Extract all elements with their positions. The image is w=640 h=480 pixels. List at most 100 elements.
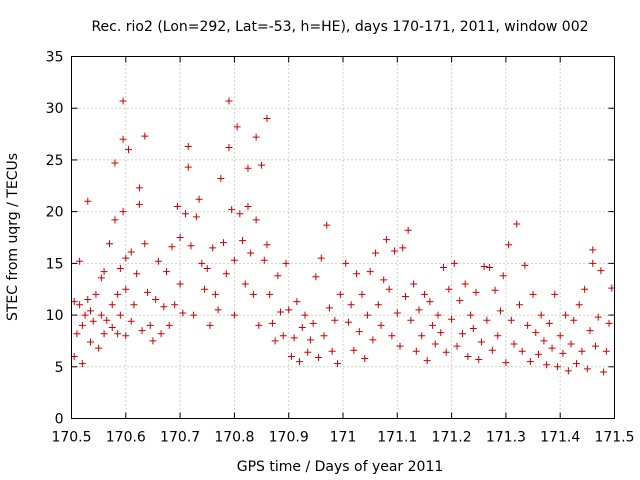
data-point	[211, 290, 219, 298]
data-point	[141, 240, 149, 248]
data-point	[87, 307, 95, 315]
data-point	[119, 97, 127, 105]
data-point	[464, 352, 472, 360]
data-point	[502, 359, 510, 367]
data-point	[325, 304, 333, 312]
data-point	[287, 352, 295, 360]
data-point	[87, 338, 95, 346]
data-point	[396, 342, 404, 350]
data-point	[442, 348, 450, 356]
data-point	[540, 337, 548, 345]
data-point	[149, 337, 157, 345]
x-tick-label: 171	[330, 430, 357, 446]
data-point	[111, 159, 119, 167]
data-point	[420, 290, 428, 298]
data-point	[461, 280, 469, 288]
data-point	[119, 208, 127, 216]
data-point	[100, 268, 108, 276]
data-point	[268, 319, 276, 327]
data-point	[293, 298, 301, 306]
data-point	[393, 309, 401, 317]
data-point	[125, 146, 133, 154]
data-point	[144, 288, 152, 296]
data-point	[260, 256, 268, 264]
data-point	[529, 290, 537, 298]
data-point	[605, 319, 613, 327]
data-point	[372, 249, 380, 257]
x-tick-label: 171.3	[486, 430, 526, 446]
data-point	[488, 346, 496, 354]
data-point	[97, 311, 105, 319]
data-point	[266, 290, 274, 298]
x-tick-label: 170.5	[51, 430, 91, 446]
data-point	[241, 280, 249, 288]
x-axis-label: GPS time / Days of year 2011	[237, 459, 444, 475]
data-point	[426, 298, 434, 306]
data-point	[152, 296, 160, 304]
data-point	[515, 301, 523, 309]
data-points	[70, 97, 616, 376]
data-point	[271, 337, 279, 345]
data-point	[315, 353, 323, 361]
data-point	[122, 285, 130, 293]
data-point	[179, 309, 187, 317]
x-tick-label: 171.2	[432, 430, 472, 446]
data-point	[165, 321, 173, 329]
data-point	[491, 286, 499, 294]
data-point	[591, 342, 599, 350]
data-point	[334, 360, 342, 368]
data-point	[570, 316, 578, 324]
data-point	[602, 347, 610, 355]
data-point	[184, 142, 192, 150]
x-tick-label: 171.4	[540, 430, 580, 446]
data-point	[496, 307, 504, 315]
data-point	[524, 321, 532, 329]
data-point	[545, 319, 553, 327]
data-point	[551, 290, 559, 298]
data-point	[526, 358, 534, 366]
data-point	[76, 257, 84, 265]
data-point	[399, 244, 407, 252]
data-point	[350, 346, 358, 354]
data-point	[483, 316, 491, 324]
data-point	[81, 311, 89, 319]
data-point	[320, 332, 328, 340]
data-point	[198, 259, 206, 267]
data-point	[236, 210, 244, 218]
data-point	[380, 276, 388, 284]
y-tick-label: 35	[46, 50, 64, 66]
data-point	[467, 311, 475, 319]
data-point	[108, 301, 116, 309]
data-point	[450, 259, 458, 267]
data-point	[583, 365, 591, 373]
data-point	[217, 175, 225, 183]
data-point	[214, 306, 222, 314]
data-point	[285, 306, 293, 314]
data-point	[572, 360, 580, 368]
data-point	[108, 323, 116, 331]
data-point	[494, 332, 502, 340]
data-point	[173, 202, 181, 210]
data-point	[258, 161, 266, 169]
data-point	[369, 336, 377, 344]
data-point	[233, 123, 241, 131]
data-point	[249, 290, 257, 298]
data-point	[182, 210, 190, 218]
data-point	[76, 301, 84, 309]
data-point	[239, 237, 247, 245]
data-point	[203, 265, 211, 273]
data-point	[78, 360, 86, 368]
data-point	[306, 336, 314, 344]
data-point	[116, 311, 124, 319]
data-point	[138, 327, 146, 335]
data-point	[122, 332, 130, 340]
y-axis-label: STEC from uqrg / TECUs	[5, 153, 21, 321]
data-point	[407, 316, 415, 324]
data-point	[423, 357, 431, 365]
data-point	[388, 332, 396, 340]
data-point	[122, 254, 130, 262]
data-point	[220, 239, 228, 247]
data-point	[135, 184, 143, 192]
data-point	[578, 347, 586, 355]
data-point	[317, 254, 325, 262]
